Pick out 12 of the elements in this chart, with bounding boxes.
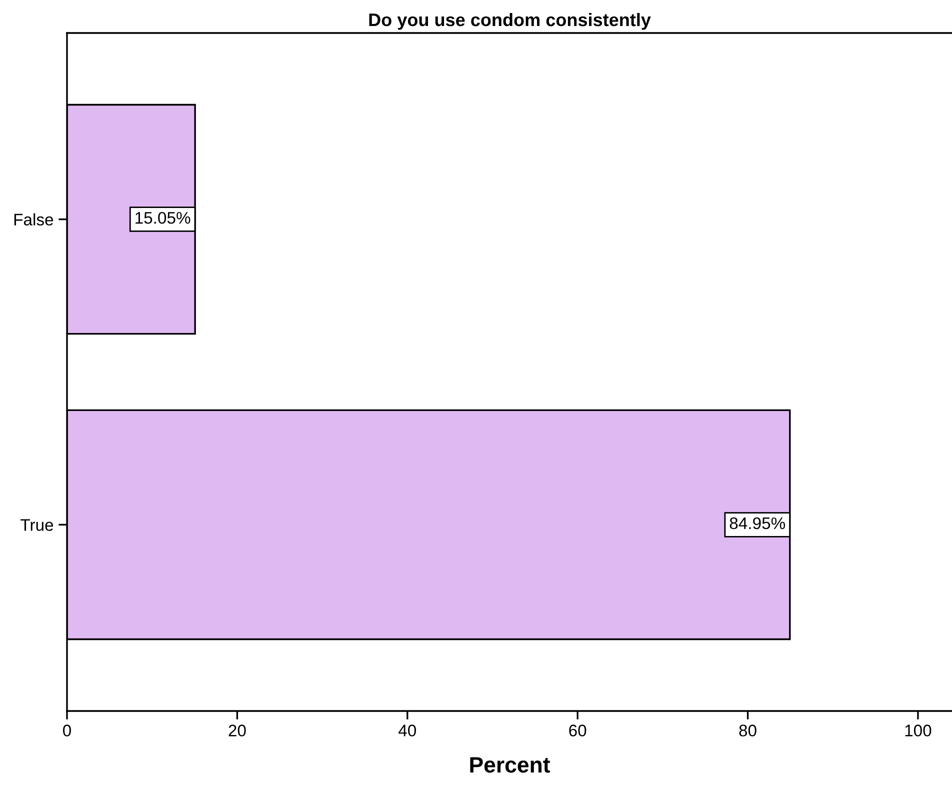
x-tick-label: 0 [63, 724, 71, 736]
x-tick-label: 100 [905, 724, 932, 736]
y-tick-label: True [20, 519, 54, 531]
x-tick-label: 80 [739, 724, 756, 736]
x-axis-title: Percent [470, 757, 550, 773]
y-tick-label: False [14, 213, 54, 226]
x-tick-label: 60 [569, 724, 586, 736]
data-label: 84.95% [730, 517, 786, 530]
x-tick-label: 40 [398, 724, 416, 736]
x-tick-label: 20 [228, 724, 246, 736]
chart-title: Do you use condom consistently [369, 12, 651, 30]
data-label: 15.05% [136, 212, 190, 224]
